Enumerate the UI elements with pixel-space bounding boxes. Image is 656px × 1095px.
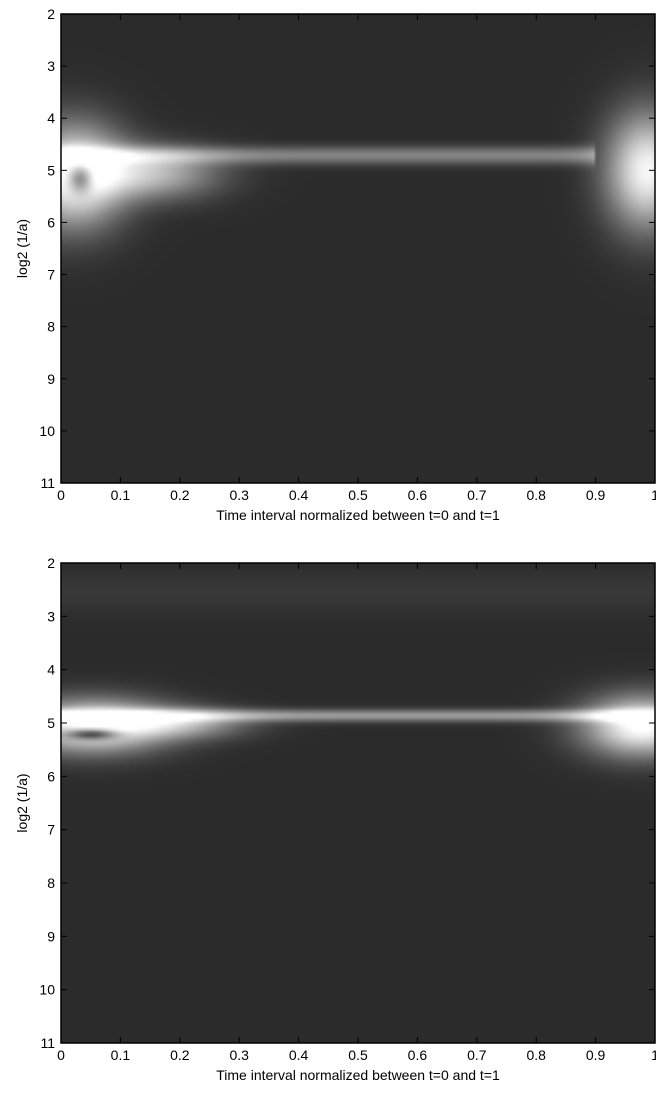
x-tick-label: 0: [57, 487, 65, 503]
x-tick-label: 0.2: [170, 487, 190, 503]
x-tick-label: 0.2: [170, 1047, 190, 1063]
y-tick-label: 4: [47, 110, 55, 126]
x-tick-label: 1: [651, 487, 656, 503]
y-tick-label: 6: [47, 768, 55, 784]
x-tick-label: 0.5: [348, 1047, 368, 1063]
y-tick-label: 8: [47, 875, 55, 891]
x-tick-label: 0.3: [229, 487, 249, 503]
x-tick-label: 0.1: [111, 487, 131, 503]
x-tick-label: 0.4: [289, 1047, 309, 1063]
y-tick-label: 10: [39, 423, 55, 439]
y-tick-label: 2: [47, 555, 55, 571]
heatmap-image: [61, 563, 655, 1043]
x-axis-label: Time interval normalized between t=0 and…: [216, 1067, 500, 1083]
x-tick-label: 0.5: [348, 487, 368, 503]
y-axis-label: log2 (1/a): [14, 219, 30, 278]
y-tick-label: 9: [47, 371, 55, 387]
x-tick-label: 0.4: [289, 487, 309, 503]
x-tick-label: 0.6: [408, 1047, 428, 1063]
x-tick-label: 0: [57, 1047, 65, 1063]
y-tick-label: 2: [47, 6, 55, 22]
x-tick-label: 0.7: [467, 487, 487, 503]
y-tick-label: 11: [40, 475, 55, 491]
x-tick-label: 0.8: [526, 487, 546, 503]
x-tick-label: 0.3: [229, 1047, 249, 1063]
chart-panel-2: 0 0.1 0.2 0.3 0.4 0.5 0.6 0.7 0.8 0.9 1 2 3 4 5 6 7 8 9 10 1…: [14, 555, 656, 1083]
x-axis-label: Time interval normalized between t=0 and…: [216, 507, 500, 523]
y-axis-label: log2 (1/a): [14, 773, 30, 832]
y-tick-label: 5: [47, 715, 55, 731]
y-tick-label: 11: [40, 1035, 55, 1051]
y-tick-label: 5: [47, 162, 55, 178]
y-tick-label: 7: [47, 267, 55, 283]
x-tick-label: 0.9: [586, 1047, 606, 1063]
x-tick-label: 0.9: [586, 487, 606, 503]
y-tick-label: 7: [47, 822, 55, 838]
chart-panel-1: 0 0.1 0.2 0.3 0.4 0.5 0.6 0.7 0.8 0.9 1 2 3 4 5 6 7 8 9 10 1…: [14, 6, 656, 523]
x-tick-label: 1: [651, 1047, 656, 1063]
y-tick-label: 8: [47, 319, 55, 335]
y-tick-label: 9: [47, 928, 55, 944]
x-tick-label: 0.6: [408, 487, 428, 503]
y-tick-label: 4: [47, 662, 55, 678]
y-tick-label: 6: [47, 214, 55, 230]
x-tick-label: 0.8: [526, 1047, 546, 1063]
y-tick-label: 3: [47, 608, 55, 624]
y-tick-label: 3: [47, 58, 55, 74]
x-tick-label: 0.7: [467, 1047, 487, 1063]
x-tick-label: 0.1: [111, 1047, 131, 1063]
y-tick-label: 10: [39, 982, 55, 998]
heatmap-image: [61, 14, 655, 483]
